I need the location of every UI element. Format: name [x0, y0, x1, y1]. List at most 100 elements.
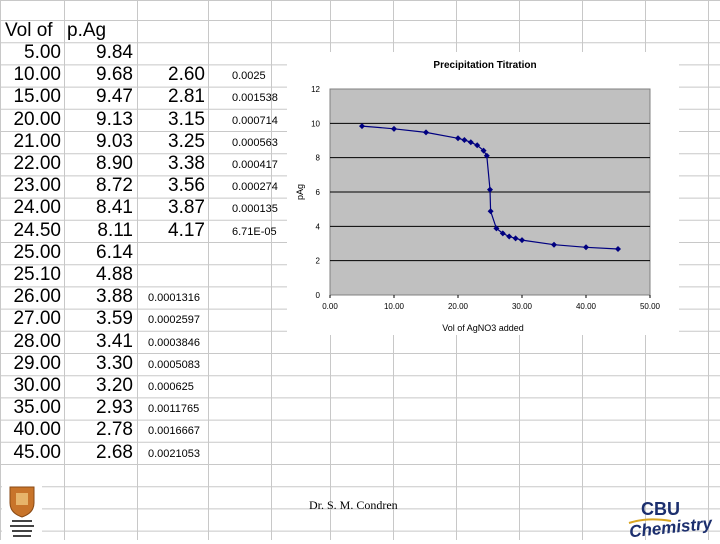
- data-point: [512, 235, 519, 242]
- cell-ag-conc: 0.0016667: [148, 425, 200, 438]
- cell-pag: 6.14: [96, 241, 133, 263]
- cell-ag-conc: 0.0011765: [148, 403, 200, 416]
- cell-vol: 35.00: [13, 397, 61, 419]
- cell-cl-conc: 0.000417: [232, 159, 278, 171]
- cell-vol: 24.00: [13, 197, 61, 219]
- cell-pag: 9.47: [96, 86, 133, 108]
- cell-pcl: 4.17: [168, 219, 205, 241]
- cell-pag: 3.30: [96, 352, 133, 374]
- x-tick-label: 20.00: [448, 302, 469, 311]
- cell-pag: 2.68: [96, 441, 133, 463]
- data-point: [483, 152, 490, 159]
- cell-vol: 26.00: [13, 286, 61, 308]
- data-point: [499, 230, 506, 237]
- cell-pcl: 2.60: [168, 64, 205, 86]
- chart-title: Precipitation Titration: [433, 60, 536, 71]
- y-tick-label: 4: [316, 222, 321, 231]
- header-vol: Vol of: [5, 20, 53, 41]
- data-point: [583, 244, 589, 251]
- cell-pag: 9.68: [96, 64, 133, 86]
- y-tick-label: 6: [316, 188, 321, 197]
- cell-cl-conc: 0.000135: [232, 203, 278, 216]
- x-tick-label: 50.00: [640, 302, 661, 311]
- cell-vol: 24.50: [13, 219, 61, 241]
- cell-pcl: 3.25: [168, 130, 205, 152]
- y-axis-label: pAg: [295, 184, 305, 200]
- cell-vol: 21.00: [13, 130, 61, 152]
- cell-vol: 5.00: [24, 42, 61, 63]
- data-point: [391, 125, 397, 132]
- cell-vol: 25.00: [13, 241, 61, 263]
- data-point: [480, 147, 487, 154]
- cell-vol: 28.00: [13, 330, 61, 352]
- data-point: [519, 237, 525, 244]
- cell-cl-conc: 6.71E-05: [232, 225, 277, 238]
- cell-pcl: 3.15: [168, 108, 205, 130]
- cell-pcl: 3.38: [168, 153, 205, 174]
- y-tick-label: 12: [311, 85, 320, 94]
- cell-vol: 27.00: [13, 308, 61, 330]
- cell-ag-conc: 0.0021053: [148, 447, 200, 460]
- cell-pag: 4.88: [96, 264, 133, 285]
- university-seal-logo: [2, 483, 42, 539]
- cell-ag-conc: 0.0005083: [148, 358, 200, 371]
- cell-vol: 25.10: [13, 264, 61, 285]
- cell-vol: 45.00: [13, 441, 61, 463]
- data-point: [423, 129, 429, 136]
- cell-vol: 29.00: [13, 352, 61, 374]
- cell-vol: 20.00: [13, 108, 61, 130]
- cell-ag-conc: 0.0003846: [148, 336, 200, 349]
- x-tick-label: 0.00: [322, 302, 338, 311]
- cell-ag-conc: 0.000625: [148, 381, 194, 393]
- data-point: [474, 142, 481, 149]
- cell-vol: 30.00: [13, 375, 61, 396]
- cell-pag: 8.41: [96, 197, 133, 219]
- data-point: [461, 136, 468, 143]
- cell-cl-conc: 0.001538: [232, 92, 278, 105]
- logo-cbu-text: CBU: [641, 499, 680, 519]
- cell-vol: 23.00: [13, 175, 61, 197]
- x-axis-label: Vol of AgNO3 added: [442, 323, 524, 333]
- data-point: [551, 241, 557, 248]
- cell-pcl: 3.56: [168, 175, 205, 197]
- cell-cl-conc: 0.000563: [232, 136, 278, 149]
- cell-ag-conc: 0.0002597: [148, 314, 200, 327]
- cell-cl-conc: 0.000274: [232, 181, 278, 194]
- data-point: [506, 233, 513, 240]
- chart-precipitation-titration: Precipitation Titration pAg Vol of AgNO3…: [287, 52, 679, 335]
- x-tick-label: 30.00: [512, 302, 533, 311]
- y-tick-label: 8: [316, 154, 321, 163]
- data-point: [455, 135, 461, 142]
- x-tick-label: 10.00: [384, 302, 405, 311]
- cell-pag: 9.03: [96, 130, 133, 152]
- y-tick-label: 2: [316, 257, 321, 266]
- cell-pag: 2.93: [96, 397, 133, 419]
- y-tick-label: 10: [311, 119, 320, 128]
- x-tick-label: 40.00: [576, 302, 597, 311]
- header-pag: p.Ag: [67, 20, 107, 41]
- cell-pag: 3.59: [96, 308, 133, 330]
- y-tick-label: 0: [316, 291, 321, 300]
- data-point: [487, 186, 493, 193]
- cell-pag: 8.11: [97, 219, 133, 241]
- data-point: [615, 245, 621, 252]
- cell-pcl: 3.87: [168, 197, 205, 219]
- cell-ag-conc: 0.0001316: [148, 292, 200, 305]
- cell-cl-conc: 0.0025: [232, 70, 266, 83]
- cell-pag: 9.13: [96, 108, 133, 130]
- cell-pag: 9.84: [96, 42, 133, 63]
- cell-vol: 40.00: [13, 419, 61, 441]
- cell-vol: 10.00: [13, 64, 61, 86]
- chart-svg: Precipitation Titration pAg Vol of AgNO3…: [287, 52, 679, 335]
- cell-cl-conc: 0.000714: [232, 114, 278, 127]
- cell-vol: 22.00: [13, 153, 61, 174]
- cell-pag: 3.88: [96, 286, 133, 308]
- cell-pag: 2.78: [96, 419, 133, 441]
- data-point: [493, 225, 500, 232]
- data-point: [359, 123, 365, 130]
- cbu-chemistry-logo: CBU Chemistry: [627, 497, 715, 541]
- cell-vol: 15.00: [13, 86, 61, 108]
- data-point: [467, 139, 474, 146]
- cell-pcl: 2.81: [168, 86, 205, 108]
- cell-pag: 3.41: [96, 330, 133, 352]
